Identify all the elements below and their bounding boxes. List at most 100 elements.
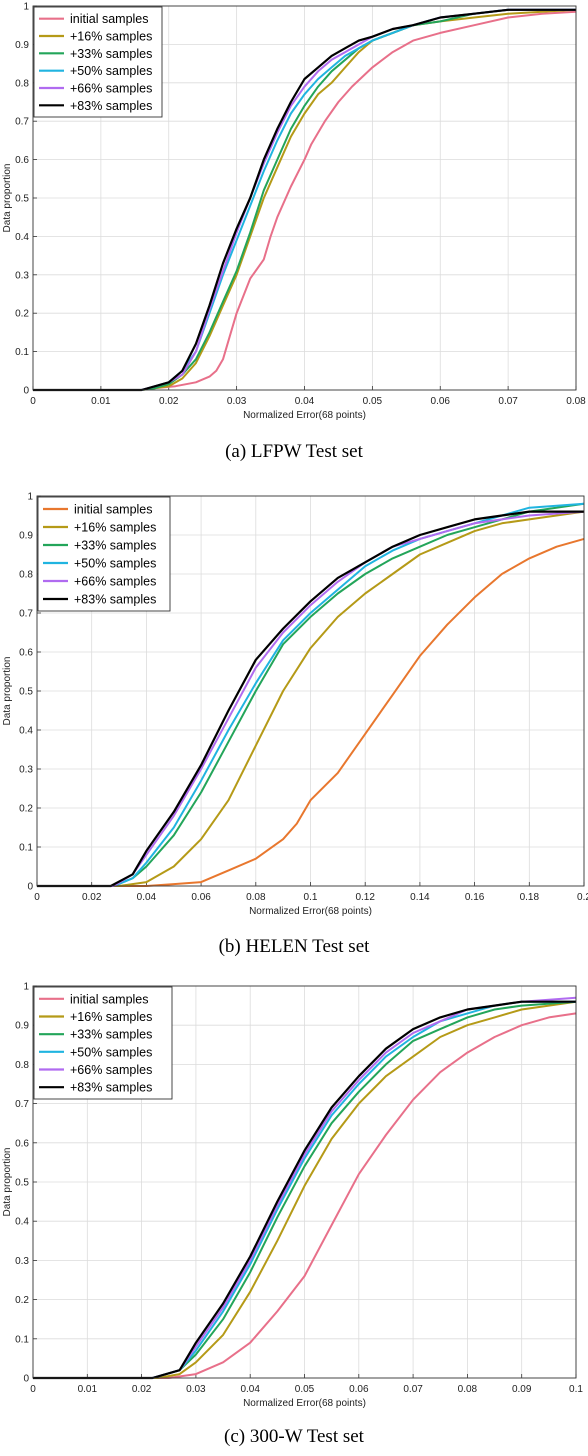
chart-helen: 0 0.02 0.04 0.06 0.08 0.1 0.12 0.14 0.16 0.18 0.2 0… [2, 492, 588, 918]
x-tick-label: 0.06 [349, 1384, 369, 1395]
caption-300w: (c) 300-W Test set [224, 1426, 364, 1447]
y-tick-label: 0.3 [19, 765, 33, 776]
y-tick-label: 0.4 [15, 232, 29, 243]
legend-label: +66% samples [70, 1063, 152, 1077]
x-tick-label: 0.02 [159, 396, 179, 407]
x-tick-label: 0.05 [295, 1384, 315, 1395]
y-tick-label: 1 [27, 492, 33, 503]
x-tick-label: 0.04 [240, 1384, 260, 1395]
y-tick-label: 0.5 [15, 194, 29, 205]
legend-label: initial samples [70, 12, 149, 26]
y-tick-label: 0.9 [15, 1021, 29, 1032]
series-line [33, 8, 576, 392]
y-tick-label: 0.1 [19, 843, 33, 854]
x-tick-label: 0.02 [132, 1384, 152, 1395]
legend-label: +66% samples [70, 82, 152, 96]
x-tick-label: 0.03 [227, 396, 247, 407]
y-tick-label: 0.2 [15, 309, 29, 320]
chart-300w: 0 0.01 0.02 0.03 0.04 0.05 0.06 0.07 0.08 0.09 0.1… [2, 982, 583, 1410]
y-tick-label: 0 [27, 882, 33, 893]
y-tick-label: 1 [23, 982, 29, 993]
y-tick-label: 0.7 [15, 1099, 29, 1110]
legend-box [37, 496, 171, 612]
series-line [37, 537, 585, 887]
plot-frame [32, 985, 577, 1379]
y-tick-label: 0.8 [15, 78, 29, 89]
legend-label: +16% samples [74, 521, 156, 535]
y-axis-title: Data proportion [2, 657, 13, 726]
x-tick-label: 0 [34, 892, 40, 903]
series-line [37, 510, 584, 888]
x-axis-title: Normalized Error(68 points) [243, 1398, 366, 1409]
series-line [33, 10, 577, 391]
y-tick-label: 0.7 [15, 117, 29, 128]
x-tick-label: 0.01 [91, 396, 111, 407]
x-tick-label: 0.2 [577, 892, 588, 903]
y-tick-label: 0.9 [19, 531, 33, 542]
y-tick-label: 0.1 [15, 347, 29, 358]
y-tick-label: 0.5 [19, 687, 33, 698]
y-tick-label: 0.6 [19, 648, 33, 659]
plot-frame [36, 495, 585, 887]
legend-label: +50% samples [70, 1045, 152, 1059]
y-tick-label: 0.4 [19, 726, 33, 737]
series-line [37, 510, 585, 887]
legend-label: initial samples [70, 992, 149, 1006]
x-tick-label: 0.04 [295, 396, 315, 407]
legend-label: +33% samples [74, 539, 156, 553]
series-line [37, 502, 585, 887]
y-tick-label: 0 [23, 386, 29, 397]
y-tick-label: 0.8 [15, 1060, 29, 1071]
x-axis-title: Normalized Error(68 points) [249, 906, 372, 917]
chart-lfpw: 0 0.01 0.02 0.03 0.04 0.05 0.06 0.07 0.08 0 0.1 0.2… [2, 2, 586, 422]
y-tick-label: 0.1 [15, 1334, 29, 1345]
x-tick-label: 0.1 [569, 1384, 583, 1395]
chart-panel-helen: 0 0.02 0.04 0.06 0.08 0.1 0.12 0.14 0.16 0.18 0.2 0… [0, 488, 588, 924]
legend-label: +83% samples [70, 99, 152, 113]
x-tick-label: 0.06 [191, 892, 211, 903]
y-tick-label: 0.3 [15, 270, 29, 281]
x-tick-label: 0.09 [512, 1384, 532, 1395]
y-tick-label: 0.4 [15, 1217, 29, 1228]
legend-label: +50% samples [74, 557, 156, 571]
chart-panel-300w: 0 0.01 0.02 0.03 0.04 0.05 0.06 0.07 0.08 0.09 0.1… [0, 978, 588, 1414]
series-line [33, 1000, 577, 1379]
x-tick-label: 0.08 [566, 396, 586, 407]
x-tick-label: 0.02 [82, 892, 102, 903]
x-tick-label: 0.1 [304, 892, 318, 903]
x-tick-label: 0.14 [410, 892, 430, 903]
y-tick-label: 0.5 [15, 1178, 29, 1189]
y-tick-label: 0.2 [19, 804, 33, 815]
x-tick-label: 0.01 [78, 1384, 98, 1395]
legend-label: initial samples [74, 503, 153, 517]
x-tick-label: 0.18 [520, 892, 540, 903]
x-tick-label: 0.08 [246, 892, 266, 903]
y-tick-label: 0.6 [15, 1138, 29, 1149]
legend-box [33, 6, 163, 118]
x-tick-label: 0.03 [186, 1384, 206, 1395]
x-tick-label: 0.04 [137, 892, 157, 903]
legend-label: +33% samples [70, 47, 152, 61]
x-tick-label: 0.05 [363, 396, 383, 407]
series-line [33, 1000, 576, 1379]
x-tick-label: 0.07 [498, 396, 518, 407]
x-tick-label: 0.12 [355, 892, 375, 903]
x-axis-title: Normalized Error(68 points) [243, 410, 366, 421]
legend-label: +16% samples [70, 1010, 152, 1024]
series-line [33, 1000, 577, 1379]
x-tick-label: 0 [30, 396, 36, 407]
legend-label: +83% samples [74, 593, 156, 607]
series-line [37, 510, 585, 887]
legend-box [33, 986, 173, 1100]
y-tick-label: 0.8 [19, 570, 33, 581]
y-tick-label: 0 [23, 1374, 29, 1385]
y-axis-title: Data proportion [2, 1148, 13, 1217]
y-tick-label: 0.2 [15, 1295, 29, 1306]
x-tick-label: 0.07 [403, 1384, 423, 1395]
legend-label: +50% samples [70, 64, 152, 78]
y-tick-label: 0.6 [15, 155, 29, 166]
series-line [33, 1012, 577, 1379]
x-tick-label: 0.08 [458, 1384, 478, 1395]
y-tick-label: 1 [23, 2, 29, 13]
caption-lfpw: (a) LFPW Test set [225, 441, 363, 462]
